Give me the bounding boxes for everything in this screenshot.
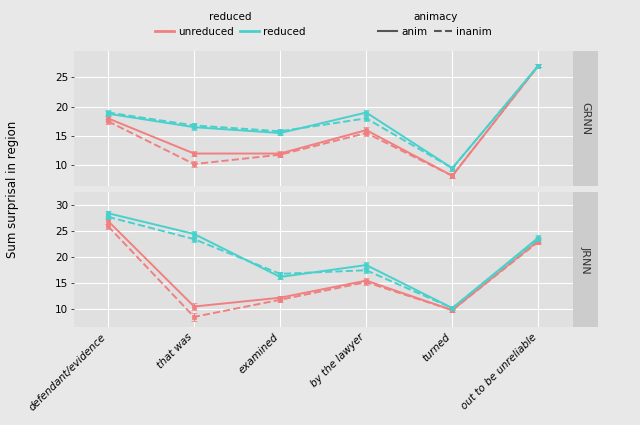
Text: JRNN: JRNN [580, 246, 591, 274]
Text: GRNN: GRNN [580, 102, 591, 135]
Legend: unreduced, reduced: unreduced, reduced [156, 11, 305, 37]
Legend: anim, inanim: anim, inanim [378, 11, 492, 37]
Text: Sum surprisal in region: Sum surprisal in region [6, 121, 19, 258]
